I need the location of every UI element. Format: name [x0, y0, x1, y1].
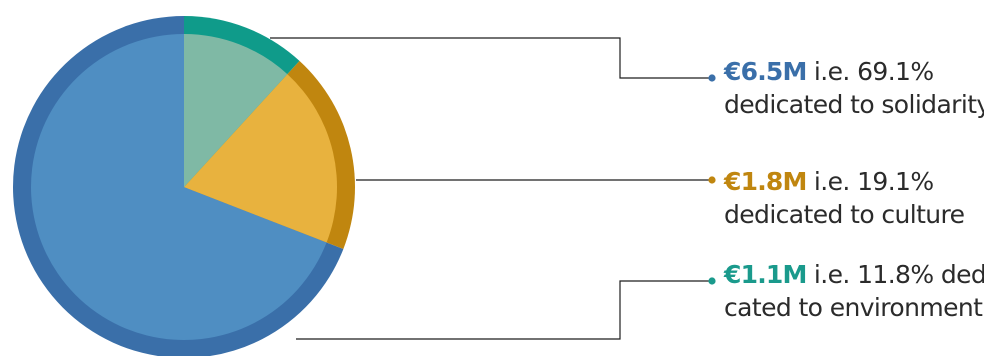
leader-lines [270, 37, 716, 340]
legend-percent: i.e. 11.8% dedi- [806, 260, 984, 289]
leader-line-environment [296, 280, 712, 340]
leader-line-solidarity-dot [708, 74, 716, 82]
leader-line-environment-dot [708, 277, 716, 285]
legend-amount: €6.5M [724, 57, 807, 86]
legend-line-1: €1.1M i.e. 11.8% dedi- [724, 258, 984, 291]
pie-slice-solidarity [31, 34, 327, 340]
legend-item-solidarity: €6.5M i.e. 69.1% dedicated to solidarity [724, 55, 984, 121]
legend-line-2: dedicated to culture [724, 200, 965, 229]
legend-line-1: €1.8M i.e. 19.1% [724, 165, 964, 198]
legend-item-culture: €1.8M i.e. 19.1% dedicated to culture [724, 165, 965, 231]
legend-line-1: €6.5M i.e. 69.1% [724, 55, 984, 88]
leader-line-solidarity [270, 37, 712, 79]
legend-percent: i.e. 69.1% [806, 57, 934, 86]
legend-line-2: dedicated to solidarity [724, 90, 984, 119]
legend-item-environment: €1.1M i.e. 11.8% dedi- cated to environm… [724, 258, 984, 324]
leader-line-culture-dot [708, 176, 716, 184]
pie-slice-environment [184, 33, 288, 187]
legend-amount: €1.1M [724, 260, 807, 289]
legend-percent: i.e. 19.1% [806, 167, 934, 196]
pie-slices [12, 16, 355, 356]
legend-line-2: cated to environment [724, 293, 983, 322]
legend-amount: €1.8M [724, 167, 807, 196]
pie-slice-culture [184, 74, 338, 243]
